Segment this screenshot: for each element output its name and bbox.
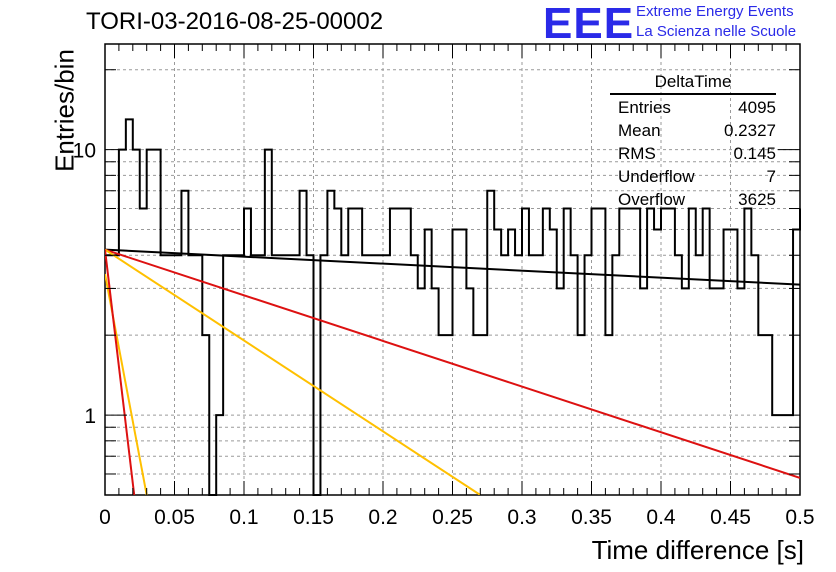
stats-value: 0.145 bbox=[733, 144, 776, 163]
y-tick-label: 10 bbox=[73, 140, 96, 163]
histogram-outline bbox=[105, 118, 801, 496]
stats-label: RMS bbox=[618, 144, 656, 163]
chart-title: TORI-03-2016-08-25-00002 bbox=[86, 8, 384, 35]
fit-curve-1 bbox=[105, 248, 800, 479]
stats-label: Entries bbox=[618, 98, 671, 117]
eee-logo: EEE bbox=[543, 0, 635, 48]
stats-value: 7 bbox=[766, 167, 776, 186]
axis-ticks bbox=[104, 44, 801, 496]
y-tick-label: 1 bbox=[84, 405, 96, 428]
x-tick-label: 0 bbox=[99, 506, 111, 529]
stats-row: Overflow 3625 bbox=[610, 188, 776, 211]
x-axis-title: Time difference [s] bbox=[591, 535, 804, 565]
x-tick-label: 0.2 bbox=[368, 506, 397, 529]
fit-curve-2 bbox=[105, 248, 481, 495]
logo-line-1: Extreme Energy Events bbox=[636, 3, 794, 20]
y-axis-title: Entries/bin bbox=[49, 49, 80, 172]
stats-row: Underflow 7 bbox=[610, 165, 776, 188]
histogram bbox=[105, 118, 801, 496]
x-tick-label: 0.05 bbox=[154, 506, 195, 529]
x-tick-label: 0.1 bbox=[229, 506, 258, 529]
x-tick-label: 0.15 bbox=[293, 506, 334, 529]
logo-line-2: La Scienza nelle Scuole bbox=[636, 23, 797, 40]
stats-value: 4095 bbox=[738, 98, 776, 117]
stats-box: DeltaTime Entries 4095 Mean 0.2327 RMS 0.14… bbox=[610, 72, 776, 211]
axis-tick-labels: 0 0.05 0.1 0.15 0.2 0.25 0.3 0.35 0.4 0.45 0.5 1 10 bbox=[73, 140, 815, 529]
x-tick-label: 0.45 bbox=[710, 506, 751, 529]
stats-label: Mean bbox=[618, 121, 661, 140]
x-tick-label: 0.25 bbox=[432, 506, 473, 529]
stats-label: Overflow bbox=[618, 190, 686, 209]
x-tick-label: 0.35 bbox=[571, 506, 612, 529]
stats-label: Underflow bbox=[618, 167, 695, 186]
fit-curve-4 bbox=[105, 249, 136, 495]
stats-value: 0.2327 bbox=[724, 121, 776, 140]
fit-curve-0 bbox=[105, 248, 800, 286]
stats-title: DeltaTime bbox=[610, 72, 776, 95]
x-tick-label: 0.4 bbox=[646, 506, 676, 529]
x-tick-label: 0.3 bbox=[507, 506, 536, 529]
fit-curves bbox=[105, 248, 800, 495]
stats-row: Mean 0.2327 bbox=[610, 119, 776, 142]
stats-value: 3625 bbox=[738, 190, 776, 209]
x-tick-label: 0.5 bbox=[785, 506, 814, 529]
stats-row: Entries 4095 bbox=[610, 96, 776, 119]
stats-row: RMS 0.145 bbox=[610, 142, 776, 165]
